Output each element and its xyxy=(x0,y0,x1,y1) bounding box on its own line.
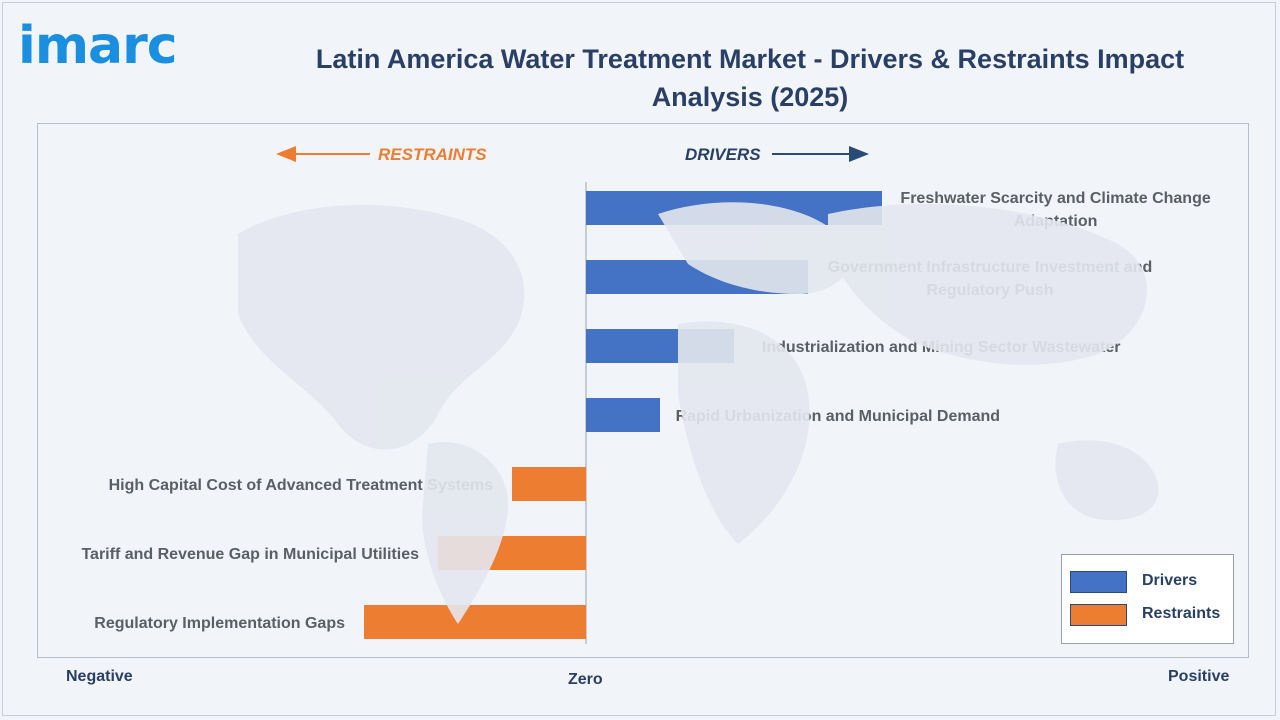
legend-label-drivers: Drivers xyxy=(1142,572,1198,589)
legend: Drivers Restraints xyxy=(1061,554,1234,644)
restraints-direction-label: RESTRAINTS xyxy=(378,145,487,164)
legend-swatch-drivers xyxy=(1070,571,1127,593)
axis-positive-label: Positive xyxy=(1168,668,1230,685)
restraint-bar-label: Regulatory Implementation Gaps xyxy=(94,615,345,632)
restraint-bar-label: Tariff and Revenue Gap in Municipal Util… xyxy=(81,546,419,563)
driver-bar-label: Freshwater Scarcity and Climate Change Ad… xyxy=(900,190,1210,230)
driver-bar xyxy=(586,260,808,294)
driver-bar-label: Industrialization and Mining Sector Wast… xyxy=(762,339,1121,356)
restraint-bar-label: High Capital Cost of Advanced Treatment … xyxy=(109,477,493,494)
drivers-direction-label: DRIVERS xyxy=(685,145,761,164)
restraint-bar xyxy=(438,536,586,570)
chart-title: Latin America Water Treatment Market - D… xyxy=(315,44,1185,112)
restraint-bar xyxy=(364,605,586,639)
driver-bar xyxy=(586,398,660,432)
driver-bar-label: Rapid Urbanization and Municipal Demand xyxy=(676,408,1000,425)
restraint-bar xyxy=(512,467,586,501)
legend-label-restraints: Restraints xyxy=(1142,605,1221,622)
legend-swatch-restraints xyxy=(1070,604,1127,626)
axis-negative-label: Negative xyxy=(66,668,133,685)
driver-bar xyxy=(586,329,734,363)
legend-item-restraints: Restraints xyxy=(1070,602,1230,628)
driver-bar-label: Government Infrastructure Investment and… xyxy=(828,259,1153,299)
legend-item-drivers: Drivers xyxy=(1070,569,1230,595)
imarc-logo: imarc xyxy=(18,16,178,76)
driver-bar xyxy=(586,191,882,225)
axis-zero-label: Zero xyxy=(568,671,603,688)
